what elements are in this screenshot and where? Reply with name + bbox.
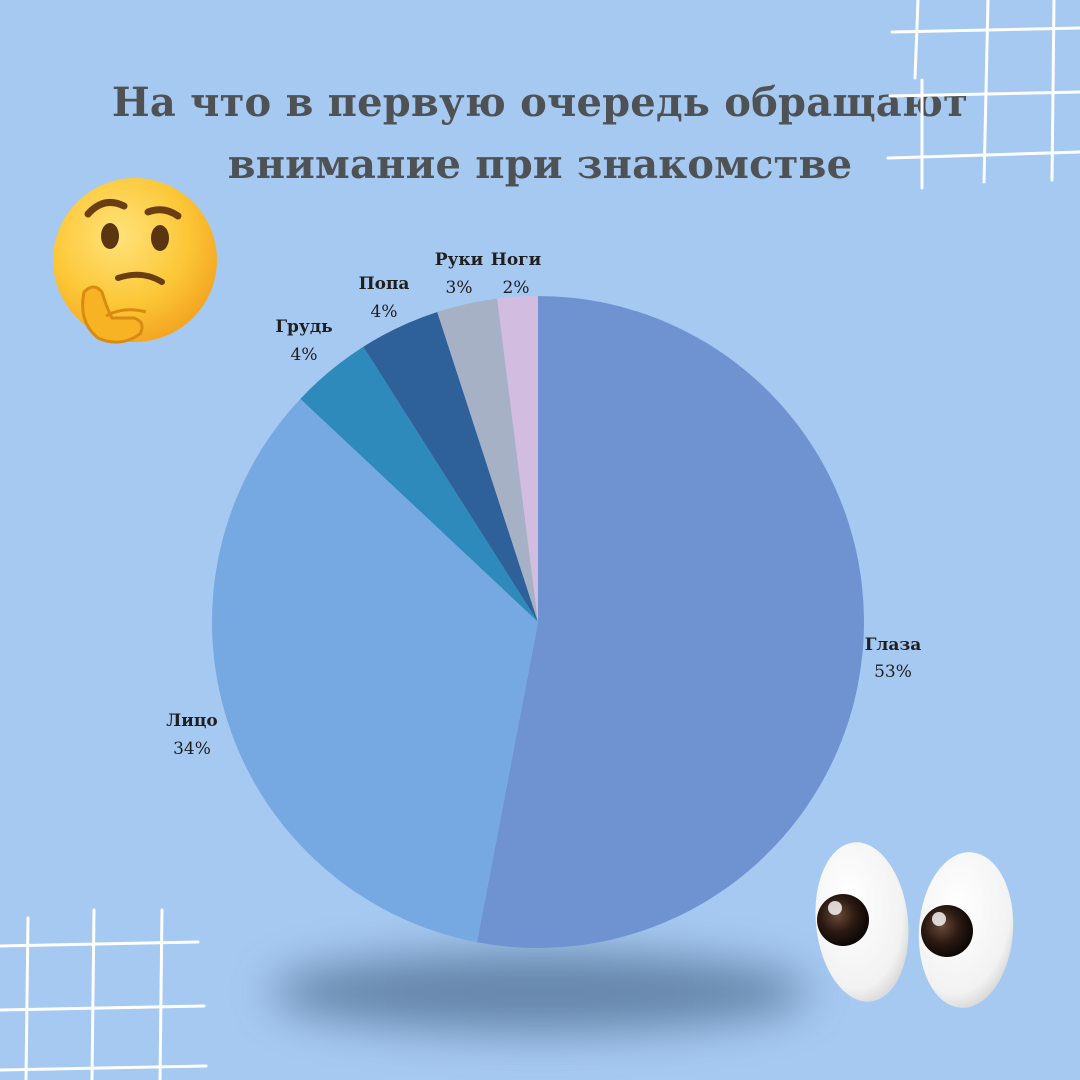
label-litso-name: Лицо	[166, 711, 218, 731]
pie-shadow	[270, 952, 810, 1032]
label-popa-value: 4%	[371, 302, 398, 322]
chart-title-line-2: внимание при знакомстве	[227, 141, 853, 188]
label-grud-name: Грудь	[275, 317, 332, 337]
pie-slice-4	[363, 311, 538, 622]
chart-title-line-1: На что в первую очередь обращают	[111, 79, 969, 126]
label-grud-value: 4%	[291, 345, 318, 365]
top-right-grid	[886, 0, 1080, 190]
thinking-face-icon	[53, 178, 217, 344]
pie-slice-2	[212, 398, 538, 943]
label-glaza-value: 53%	[874, 662, 912, 682]
pie-chart	[212, 296, 865, 948]
label-ruki-value: 3%	[446, 278, 473, 298]
eyes-icon	[815, 842, 1014, 1008]
chart-title: На что в первую очередь обращают внимани…	[0, 72, 1080, 196]
pie-slice-6	[497, 296, 538, 622]
label-litso-value: 34%	[173, 739, 211, 759]
pie-slice-1	[476, 296, 865, 948]
pie-slice-3	[300, 346, 538, 622]
bottom-left-grid	[0, 908, 208, 1080]
pie-labels: Глаза 53% Лицо 34% Грудь 4% Попа 4% Руки…	[166, 250, 921, 759]
label-nogi-value: 2%	[503, 278, 530, 298]
label-popa-name: Попа	[359, 274, 410, 294]
pie-slice-5	[437, 298, 538, 622]
label-nogi-name: Ноги	[491, 250, 542, 270]
label-glaza-name: Глаза	[865, 635, 922, 655]
label-ruki-name: Руки	[435, 250, 484, 270]
